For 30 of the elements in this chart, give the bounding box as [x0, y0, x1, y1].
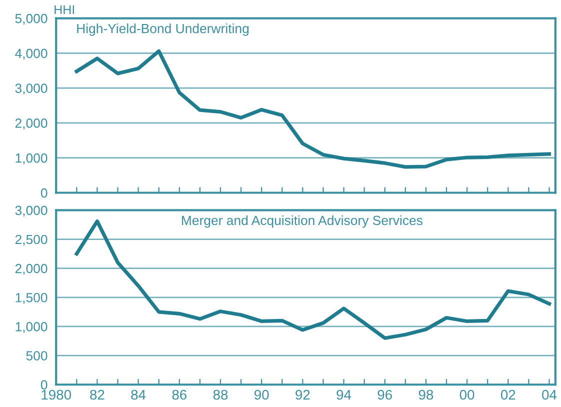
- y-tick-label: 0: [40, 188, 48, 198]
- chart-title: High-Yield-Bond Underwriting: [77, 24, 249, 36]
- chart-title: Merger and Acquisition Advisory Services: [182, 215, 422, 228]
- y-tick-label: 1,000: [16, 153, 48, 164]
- y-tick-label: 5,000: [15, 14, 48, 25]
- x-tick-label: 84: [131, 390, 146, 400]
- y-tick-label: 1,500: [16, 292, 48, 304]
- line-series: [74, 49, 552, 169]
- x-tick-label: 1980: [42, 390, 72, 400]
- x-tick-label: 88: [213, 390, 228, 400]
- y-tick-label: 3,000: [15, 84, 48, 95]
- x-tick-label: 98: [418, 390, 434, 400]
- x-tick-label: 94: [336, 390, 352, 400]
- y-tick-label: 0: [40, 380, 48, 390]
- y-tick-label: 2,000: [15, 118, 48, 130]
- y-tick-label: 2,000: [15, 264, 48, 275]
- x-tick-label: 02: [500, 390, 516, 400]
- x-tick-label: 00: [460, 390, 474, 400]
- y-tick-label: 500: [26, 351, 48, 360]
- x-tick-label: 92: [296, 390, 310, 400]
- y-tick-label: 1,000: [16, 322, 48, 333]
- x-tick-label: 86: [172, 390, 186, 400]
- y-tick-label: 3,000: [15, 206, 48, 217]
- y-tick-label: 2,500: [15, 234, 48, 246]
- x-tick-label: 96: [378, 390, 392, 400]
- y-tick-label: 4,000: [15, 48, 48, 60]
- x-tick-label: 90: [254, 390, 269, 400]
- x-tick-label: 04: [542, 390, 557, 400]
- x-tick-label: 82: [90, 390, 104, 400]
- y-axis-title: HHI: [54, 5, 74, 14]
